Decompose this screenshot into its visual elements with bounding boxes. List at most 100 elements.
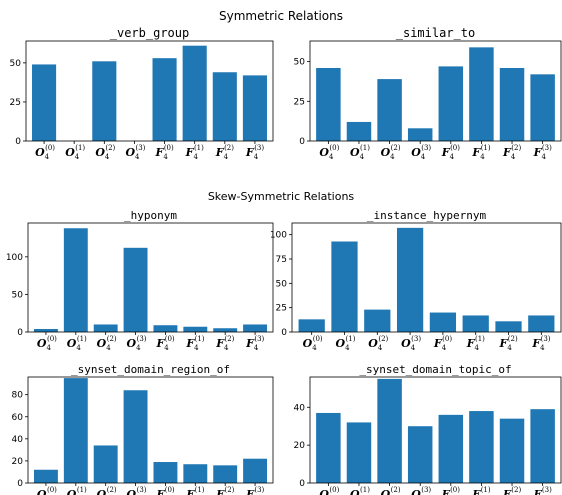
chart-panel: _synset_domain_region_of 0 20 40 60 80 O4(0) O4… bbox=[12, 363, 274, 495]
x-tick-label: F4(2) bbox=[502, 486, 521, 495]
bar bbox=[346, 121, 372, 141]
y-tick-label: 50 bbox=[294, 58, 306, 68]
bar bbox=[33, 469, 58, 483]
chart-panel: _similar_to 0 25 50 O4(0) O4(1) O4(2) O4(3) F4(0… bbox=[294, 26, 562, 161]
chart-panel: _hyponym 0 50 100 O4(0) O4(1) O4(2) O4(3) F4(0) F… bbox=[6, 209, 274, 352]
y-tick-label: 50 bbox=[276, 279, 288, 289]
bar bbox=[499, 418, 525, 483]
x-tick-label: O4(2) bbox=[95, 144, 115, 161]
x-tick-label: F4(0) bbox=[441, 144, 460, 161]
x-tick-label: O4(0) bbox=[37, 486, 57, 495]
x-tick-label: F4(3) bbox=[245, 144, 264, 161]
bar bbox=[213, 465, 238, 483]
axes-frame bbox=[27, 376, 274, 484]
x-tick-label: F4(2) bbox=[502, 144, 521, 161]
x-tick-label: F4(0) bbox=[433, 335, 452, 352]
chart-panel: _instance_hypernym 0 25 50 75 100 O4(0) O4(1) O4… bbox=[270, 209, 562, 352]
x-tick-label: O4(2) bbox=[381, 486, 401, 495]
x-tick-label: O4(3) bbox=[401, 335, 421, 352]
bar bbox=[243, 458, 268, 483]
x-tick-label: F4(0) bbox=[155, 486, 174, 495]
x-tick-label: O4(2) bbox=[368, 335, 388, 352]
x-tick-label: F4(2) bbox=[215, 486, 234, 495]
bar bbox=[495, 321, 522, 332]
bar bbox=[213, 328, 238, 332]
x-tick-label: F4(3) bbox=[245, 486, 264, 495]
y-tick-label: 60 bbox=[12, 413, 24, 423]
bar bbox=[123, 247, 148, 332]
y-tick-label: 100 bbox=[6, 253, 23, 263]
bar bbox=[32, 64, 57, 141]
y-tick-label: 20 bbox=[294, 441, 306, 451]
x-tick-label: F4(3) bbox=[245, 335, 264, 352]
axes-frame bbox=[25, 40, 274, 142]
bar bbox=[63, 228, 88, 332]
section-title-skew-symmetric: Skew-Symmetric Relations bbox=[208, 190, 355, 203]
bar bbox=[528, 315, 555, 332]
y-tick-label: 40 bbox=[294, 403, 306, 413]
y-tick-label: 0 bbox=[299, 137, 305, 147]
x-tick-label: F4(3) bbox=[533, 144, 552, 161]
x-tick-label: F4(2) bbox=[499, 335, 518, 352]
bar bbox=[438, 66, 464, 141]
bar bbox=[183, 464, 208, 483]
bar bbox=[152, 58, 177, 141]
bar bbox=[499, 67, 525, 141]
y-tick-label: 20 bbox=[12, 457, 24, 467]
x-tick-label: O4(1) bbox=[67, 486, 87, 495]
bar bbox=[407, 128, 433, 141]
x-tick-label: O4(1) bbox=[65, 144, 85, 161]
y-tick-label: 0 bbox=[17, 328, 23, 338]
chart-panel: _synset_domain_topic_of 0 20 40 O4(0) O4(1) O4… bbox=[294, 363, 562, 495]
x-tick-label: O4(3) bbox=[125, 144, 145, 161]
bar bbox=[183, 326, 208, 332]
x-tick-label: O4(0) bbox=[37, 335, 57, 352]
x-tick-label: F4(1) bbox=[185, 335, 204, 352]
bar bbox=[462, 315, 489, 332]
bar bbox=[331, 241, 358, 332]
bar bbox=[212, 72, 237, 141]
x-tick-label: O4(3) bbox=[127, 486, 147, 495]
bar bbox=[530, 74, 555, 141]
section-title-symmetric: Symmetric Relations bbox=[219, 9, 343, 23]
y-tick-label: 25 bbox=[294, 97, 305, 107]
chart-title: _hyponym bbox=[124, 209, 177, 222]
bar bbox=[469, 411, 494, 483]
chart-panel: _verb_group 0 25 50 O4(0) O4(1) O4(2) O4(3) F4(0… bbox=[10, 26, 274, 161]
chart-title: _verb_group bbox=[110, 26, 189, 40]
bar bbox=[153, 325, 178, 332]
y-tick-label: 50 bbox=[10, 59, 22, 69]
x-tick-label: O4(1) bbox=[350, 486, 370, 495]
bar bbox=[182, 45, 207, 141]
y-tick-label: 100 bbox=[270, 231, 287, 241]
bar bbox=[346, 422, 372, 483]
x-tick-label: F4(2) bbox=[215, 144, 234, 161]
y-tick-label: 25 bbox=[10, 98, 21, 108]
x-tick-label: O4(3) bbox=[411, 486, 431, 495]
bar bbox=[63, 378, 88, 483]
x-tick-label: O4(1) bbox=[67, 335, 87, 352]
bar bbox=[242, 75, 267, 141]
axes-frame bbox=[291, 222, 562, 333]
y-tick-label: 0 bbox=[299, 479, 305, 489]
x-tick-label: F4(1) bbox=[466, 335, 485, 352]
bar bbox=[33, 328, 58, 332]
x-tick-label: O4(1) bbox=[335, 335, 355, 352]
x-tick-label: O4(2) bbox=[97, 486, 117, 495]
bar bbox=[469, 47, 494, 141]
x-tick-label: F4(0) bbox=[155, 144, 174, 161]
bar bbox=[407, 426, 433, 483]
bar bbox=[316, 412, 341, 483]
x-tick-label: O4(2) bbox=[381, 144, 401, 161]
bar bbox=[364, 309, 391, 332]
x-tick-label: F4(1) bbox=[471, 144, 490, 161]
x-tick-label: F4(3) bbox=[531, 335, 550, 352]
bar bbox=[316, 67, 341, 141]
x-tick-label: O4(2) bbox=[97, 335, 117, 352]
chart-title: _instance_hypernym bbox=[367, 209, 487, 222]
x-tick-label: F4(1) bbox=[185, 144, 204, 161]
x-tick-label: O4(1) bbox=[350, 144, 370, 161]
bar bbox=[123, 390, 148, 483]
bar bbox=[93, 324, 118, 332]
